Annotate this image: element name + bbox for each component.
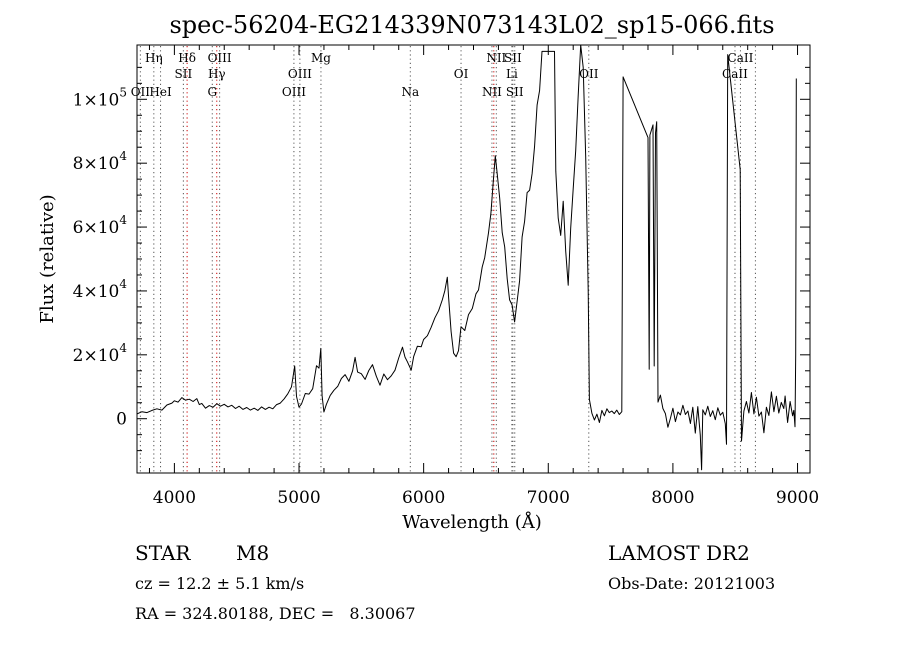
spectral-line-label: SII <box>506 85 524 99</box>
spectral-line-label: SII <box>504 51 522 65</box>
spectrum-line <box>137 45 797 471</box>
spectral-line-label: OII <box>131 85 151 99</box>
obs-date: Obs-Date: 20121003 <box>608 574 776 593</box>
spectral-line-label: Hδ <box>178 51 196 65</box>
plot-frame <box>136 44 811 474</box>
x-tick-label: 7000 <box>527 488 570 508</box>
spectral-line-label: Na <box>401 85 419 99</box>
spectral-line-label: OIII <box>288 67 312 81</box>
y-axis-label: Flux (relative) <box>37 194 58 323</box>
x-tick-label: 8000 <box>651 488 694 508</box>
y-axis: 0 2×104 4×104 6×104 8×104 1×105 <box>73 66 810 452</box>
spectral-line-label: CaII <box>722 67 748 81</box>
spectral-line-label: HeI <box>149 85 172 99</box>
object-subclass: M8 <box>236 541 270 565</box>
spectral-line-label: Li <box>506 67 518 81</box>
y-tick-label: 2×104 <box>73 341 128 366</box>
spectral-line-label: Mg <box>311 51 331 65</box>
y-tick-label: 8×104 <box>73 149 128 174</box>
y-tick-label: 4×104 <box>73 277 128 302</box>
spectral-line-label: OII <box>579 67 599 81</box>
y-tick-label: 1×105 <box>73 85 127 110</box>
survey-name: LAMOST DR2 <box>608 541 750 565</box>
spectral-line-label: Hγ <box>208 67 226 81</box>
spectral-line-label: CaII <box>728 51 754 65</box>
x-tick-label: 6000 <box>402 488 445 508</box>
spectral-line-label: SII <box>175 67 193 81</box>
y-tick-label: 6×104 <box>73 213 128 238</box>
x-axis: 4000 5000 6000 7000 8000 9000 <box>148 45 819 508</box>
spectral-line-label: NII <box>482 85 502 99</box>
spectral-line-label: G <box>207 85 217 99</box>
spectral-line-label: OIII <box>282 85 306 99</box>
spectral-line-label: NII <box>486 51 506 65</box>
object-class: STAR <box>135 541 191 565</box>
spectral-line-label: OI <box>454 67 469 81</box>
x-axis-label: Wavelength (Å) <box>402 511 542 533</box>
spectral-line-label: OIII <box>208 51 232 65</box>
spectrum-series <box>137 45 797 471</box>
x-tick-label: 9000 <box>776 488 819 508</box>
ra-dec-coords: RA = 324.80188, DEC = 8.30067 <box>135 604 416 623</box>
chart-title: spec-56204-EG214339N073143L02_sp15-066.f… <box>169 11 774 39</box>
redshift-cz: cz = 12.2 ± 5.1 km/s <box>135 574 305 593</box>
x-tick-label: 4000 <box>153 488 196 508</box>
spectral-line-label: Hη <box>145 51 163 65</box>
x-tick-label: 5000 <box>277 488 320 508</box>
y-tick-label: 0 <box>116 410 127 430</box>
